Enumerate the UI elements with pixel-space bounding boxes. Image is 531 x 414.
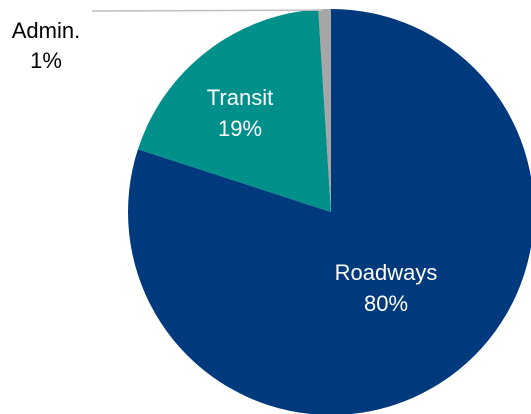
admin-percent-label: 1% [30, 48, 62, 73]
transit-label: Transit 19% [207, 85, 273, 141]
admin-label: Admin. 1% [12, 18, 80, 73]
roadways-percent-label: 80% [364, 291, 408, 316]
roadways-label: Roadways 80% [335, 260, 438, 316]
roadways-name-label: Roadways [335, 260, 438, 285]
admin-name-label: Admin. [12, 18, 80, 43]
pie-slice-roadways [128, 9, 531, 414]
admin-leader-line [91, 9, 323, 12]
pie-slice-transit [137, 9, 331, 212]
pie-slices [128, 9, 531, 414]
pie-slice-admin [318, 9, 331, 212]
transit-percent-label: 19% [218, 116, 262, 141]
transit-name-label: Transit [207, 85, 273, 110]
